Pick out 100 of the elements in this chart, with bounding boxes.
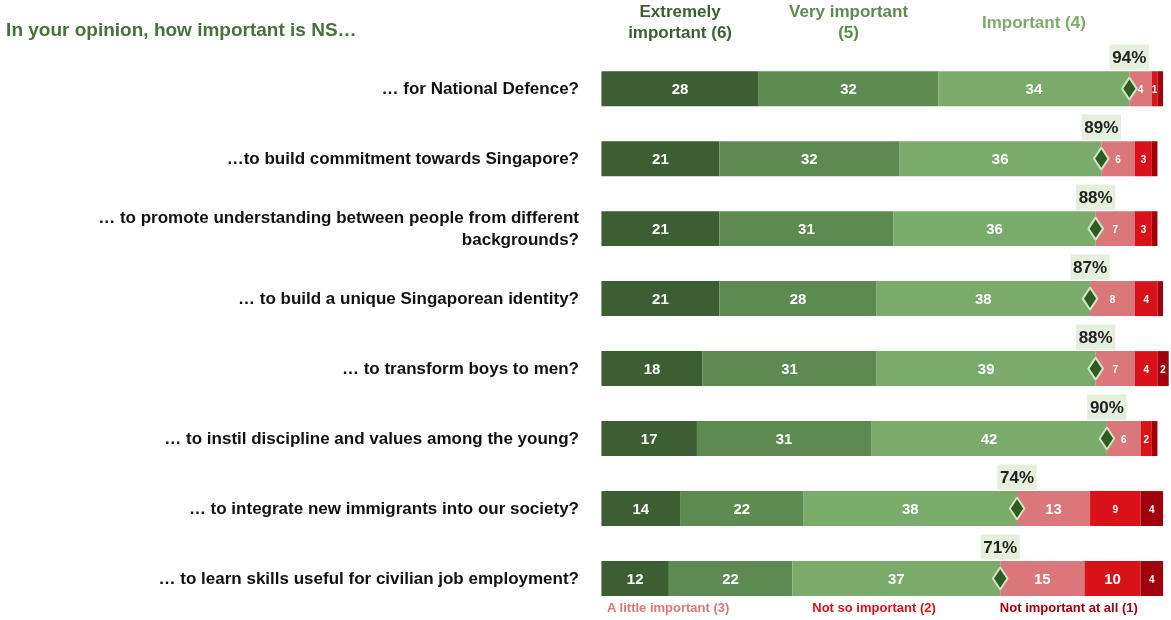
bar (876, 281, 1091, 317)
data-label: 21 (652, 219, 669, 237)
bar (871, 421, 1107, 457)
bar (876, 351, 1096, 387)
bar (1134, 351, 1158, 387)
data-label: 22 (722, 569, 739, 587)
bar (601, 561, 669, 597)
data-label: 12 (626, 569, 644, 587)
point (1087, 216, 1105, 241)
data-label: 4 (1149, 503, 1156, 515)
bar (1095, 211, 1135, 247)
data-label: 89% (1084, 117, 1119, 137)
y-tick-label: …to build commitment towards Singapore? (226, 149, 579, 169)
data-label: 38 (902, 499, 919, 517)
data-label: 2 (1143, 433, 1150, 445)
data-label: 88% (1078, 327, 1113, 347)
bar (1140, 561, 1164, 597)
text: A little important (3) (607, 600, 730, 616)
bar (1090, 491, 1141, 527)
y-tick-label: … for National Defence? (381, 79, 579, 99)
data-label: 13 (1045, 499, 1062, 517)
bar (1157, 281, 1164, 317)
data-label: 31 (775, 429, 793, 447)
data-label: 71% (983, 537, 1018, 557)
data-label: 3 (1140, 153, 1147, 165)
bar (1095, 351, 1135, 387)
data-label: 39 (977, 359, 995, 377)
bar (1157, 71, 1164, 107)
text: In your opinion, how important is NS… (6, 18, 357, 40)
data-label: 15 (1033, 569, 1051, 587)
point (1098, 426, 1116, 451)
data-label: 38 (975, 289, 992, 307)
bar (758, 71, 939, 107)
bar (601, 71, 759, 107)
data-label: 6 (1120, 433, 1127, 445)
data-label: 4 (1149, 573, 1156, 585)
data-label: 32 (800, 149, 818, 167)
text: Not so important (2) (812, 600, 936, 616)
bar (893, 211, 1096, 247)
bar (719, 211, 894, 247)
point (1008, 496, 1026, 521)
bar (696, 421, 872, 457)
data-label: 36 (991, 149, 1009, 167)
data-label: 34 (1025, 79, 1043, 97)
bar (719, 281, 877, 317)
data-label: 7 (1112, 363, 1119, 375)
bar (680, 491, 804, 527)
bar (938, 71, 1130, 107)
data-label: 8 (1109, 293, 1116, 305)
bar (601, 211, 720, 247)
data-label: 28 (671, 79, 689, 97)
y-tick-label: … to transform boys to men? (341, 359, 579, 379)
data-label: 22 (733, 499, 751, 517)
bar (1090, 281, 1135, 317)
data-label: 21 (652, 149, 669, 167)
point (1087, 356, 1105, 381)
bar (792, 561, 1001, 597)
data-label: 17 (640, 429, 658, 447)
data-label: 88% (1078, 187, 1113, 207)
data-label: 2 (1160, 363, 1167, 375)
bar (601, 281, 720, 317)
series-label: Extremely important (6) (628, 2, 733, 43)
bar (1134, 281, 1158, 317)
point (1092, 146, 1110, 171)
point (991, 566, 1009, 591)
y-tick-label: … to integrate new immigrants into our society? (188, 499, 579, 519)
y-tick-label: … to instil discipline and values among the young? (164, 429, 579, 449)
bar (601, 351, 703, 387)
data-label: 14 (632, 499, 650, 517)
data-label: 37 (887, 569, 905, 587)
data-label: 9 (1112, 503, 1119, 515)
data-label: 3 (1140, 223, 1147, 235)
bar (1017, 491, 1091, 527)
data-label: 7 (1112, 223, 1119, 235)
data-label: 28 (789, 289, 807, 307)
data-label: 31 (798, 219, 815, 237)
series-label: Very important (5) (789, 2, 909, 43)
bar (601, 141, 720, 177)
data-label: 32 (840, 79, 857, 97)
bar (1084, 561, 1141, 597)
bar (1140, 491, 1164, 527)
y-tick-label: … to learn skills useful for civilian job employment? (158, 569, 579, 589)
bar (899, 141, 1102, 177)
point (1081, 286, 1099, 311)
data-label: 74% (1000, 467, 1035, 487)
data-label: 87% (1073, 257, 1108, 277)
text: Important (4) (981, 12, 1086, 32)
data-label: 6 (1115, 153, 1122, 165)
data-label: 21 (652, 289, 669, 307)
bar (719, 141, 900, 177)
y-tick-label: … to build a unique Singaporean identity? (238, 289, 579, 309)
data-label: 4 (1137, 83, 1144, 95)
data-label: 42 (980, 429, 998, 447)
bar (1000, 561, 1085, 597)
data-label: 31 (781, 359, 798, 377)
data-label: 36 (986, 219, 1003, 237)
data-label: 90% (1089, 397, 1124, 417)
data-label: 1 (1151, 83, 1158, 95)
bar (601, 421, 697, 457)
series-label: Not important at all (1) (999, 600, 1138, 616)
